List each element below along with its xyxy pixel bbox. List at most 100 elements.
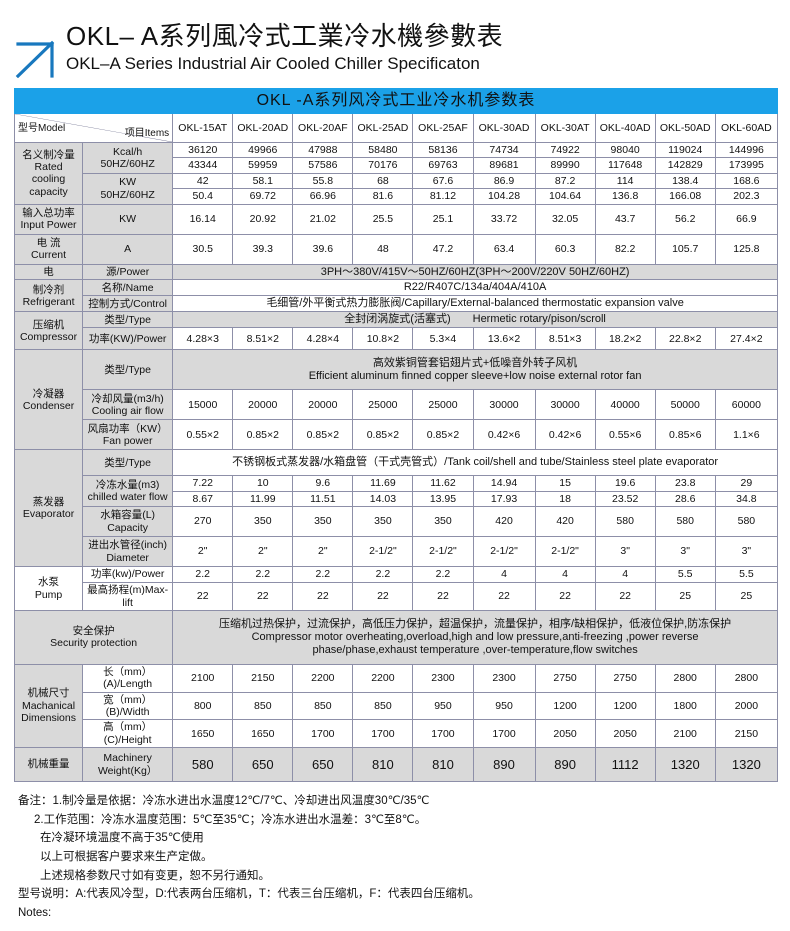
data-cell: 25 (714, 582, 779, 611)
data-cell: 39.6 (292, 233, 354, 265)
condenser-type-label: 类型/Type (82, 349, 174, 391)
data-cell: 270 (172, 506, 234, 538)
data-cell: 22 (232, 582, 294, 611)
data-cell: 810 (412, 747, 474, 783)
data-cell: 14.94 (472, 475, 536, 492)
data-cell: 63.4 (472, 233, 536, 265)
data-cell: 25 (654, 582, 716, 611)
data-cell: 1200 (534, 691, 596, 721)
model-header-cell: OKL-40AD (594, 113, 656, 143)
data-cell: 9.6 (292, 475, 354, 492)
data-cell: 23.8 (654, 475, 716, 492)
refrigerant-label: 制冷剂 Refrigerant (13, 279, 84, 313)
compressor-label: 压缩机 Compressor (13, 311, 84, 351)
data-cell: 2.2 (412, 566, 474, 584)
spec-table: OKL -A系列风冷式工业冷水机参数表 型号Model 项目Items OKL-… (13, 88, 779, 783)
model-header-row: 型号Model 项目Items OKL-15AT OKL-20AD OKL-20… (13, 113, 779, 143)
power-supply-row: 电 源/Power 3PH～380V/415V～50HZ/60HZ(3PH～20… (13, 263, 778, 281)
rated-cooling-kcal50-row: 名义制冷量 Rated cooling capacity Kcal/h 50HZ… (13, 141, 779, 205)
data-cell: 890 (472, 747, 536, 783)
corner-items-label: 项目Items (124, 128, 170, 140)
data-cell: 0.85×2 (412, 419, 474, 451)
evaporator-diameter-label: 进出水管径(inch) Diameter (82, 536, 174, 568)
data-cell: 20000 (232, 389, 294, 421)
condenser-fanpower-row: 风扇功率（KW） Fan power 0.55×2 0.85×2 0.85×2 … (15, 419, 779, 451)
data-cell: 25.5 (352, 203, 414, 235)
data-cell: 142829 (654, 157, 716, 174)
data-cell: 1650 (172, 719, 234, 749)
data-cell: 87.2 (534, 172, 596, 190)
data-cell: 18.2×2 (594, 327, 656, 351)
pump-lift-label: 最高扬程(m)Max-lift (82, 582, 174, 611)
data-cell: 49966 (232, 141, 294, 159)
data-cell: 2050 (534, 719, 596, 749)
data-cell: 2750 (594, 663, 656, 693)
data-cell: 22 (352, 582, 414, 611)
data-cell: 25.1 (412, 203, 474, 235)
condenser-type-row: 冷凝器 Condenser 类型/Type 高效紫铜管套铝翅片式+低噪音外转子风… (13, 349, 778, 451)
note-line-1: 备注：1.制冷量是依据：冷冻水进出水温度12℃/7℃、冷却进出风温度30℃/35… (18, 795, 430, 808)
model-header-cell: OKL-20AF (292, 113, 354, 143)
evaporator-flow-label: 冷冻水量(m3) chilled water flow (82, 475, 174, 508)
data-cell: 42 (172, 172, 234, 190)
data-cell: 89681 (472, 157, 536, 174)
refrigerant-control-row: 控制方式/Control 毛细管/外平衡式热力膨胀阀/Capillary/Ext… (15, 295, 778, 313)
data-cell: 10 (232, 475, 294, 492)
data-cell: 22.8×2 (654, 327, 716, 351)
data-cell: 3" (594, 536, 656, 568)
data-cell: 1320 (654, 747, 716, 783)
power-supply-label: 电 (13, 263, 84, 281)
compressor-power-label: 功率(KW)/Power (82, 327, 174, 351)
arrow-up-right-icon (14, 26, 60, 79)
data-cell: 2-1/2" (472, 536, 536, 568)
data-cell: 36120 (172, 141, 234, 159)
data-cell: 43344 (172, 157, 234, 174)
data-cell: 8.51×2 (232, 327, 294, 351)
data-cell: 0.42×6 (472, 419, 536, 451)
pump-label: 水泵 Pump (13, 566, 84, 611)
input-power-unit: KW (82, 203, 174, 235)
rated-cooling-label: 名义制冷量 Rated cooling capacity (13, 142, 84, 205)
data-cell: 350 (352, 506, 414, 538)
data-cell: 68 (352, 172, 414, 190)
data-cell: 105.7 (654, 233, 716, 265)
data-cell: 11.99 (232, 490, 294, 508)
data-cell: 58136 (412, 141, 474, 159)
security-row: 安全保护 Security protection 压缩机过热保护，过流保护，高低… (13, 609, 778, 665)
data-cell: 55.8 (292, 172, 354, 190)
dimensions-width-label: 宽（mm）(B)/Width (82, 691, 174, 721)
pump-power-label: 功率(kw)/Power (82, 566, 174, 584)
evaporator-flow60-row: 8.67 11.99 11.51 14.03 13.95 17.93 18 23… (15, 490, 779, 508)
data-cell: 800 (172, 691, 234, 721)
title-block: OKL– A系列風冷式工業冷水機參數表 OKL–A Series Industr… (66, 21, 503, 74)
data-cell: 2" (232, 536, 294, 568)
power-supply-value: 3PH～380V/415V～50HZ/60HZ(3PH～200V/220V 50… (172, 263, 778, 281)
data-cell: 2150 (714, 719, 779, 749)
model-header-cell: OKL-25AF (412, 113, 474, 143)
data-cell: 2300 (412, 663, 474, 693)
data-cell: 82.2 (594, 233, 656, 265)
data-cell: 66.96 (292, 188, 354, 205)
data-cell: 66.9 (714, 203, 779, 235)
data-cell: 350 (292, 506, 354, 538)
model-header-cell: OKL-50AD (654, 113, 716, 143)
weight-unit-label: Machinery Weight(Kg） (82, 747, 174, 783)
data-cell: 0.85×2 (292, 419, 354, 451)
compressor-power-row: 功率(KW)/Power 4.28×3 8.51×2 4.28×4 10.8×2… (15, 327, 779, 351)
page-title-en: OKL–A Series Industrial Air Cooled Chill… (66, 53, 480, 73)
data-cell: 950 (412, 691, 474, 721)
data-cell: 10.8×2 (352, 327, 414, 351)
data-cell: 166.08 (654, 188, 716, 205)
data-cell: 2.2 (172, 566, 234, 584)
data-cell: 0.85×2 (352, 419, 414, 451)
data-cell: 580 (654, 506, 716, 538)
dimensions-height-label: 高（mm）(C)/Height (82, 719, 174, 749)
data-cell: 22 (472, 582, 536, 611)
data-cell: 74922 (534, 141, 596, 159)
model-header-cell: OKL-30AT (534, 113, 596, 143)
data-cell: 19.6 (594, 475, 656, 492)
data-cell: 119024 (654, 141, 716, 159)
security-label: 安全保护 Security protection (13, 609, 174, 665)
data-cell: 30.5 (172, 233, 234, 265)
data-cell: 81.6 (352, 188, 414, 205)
